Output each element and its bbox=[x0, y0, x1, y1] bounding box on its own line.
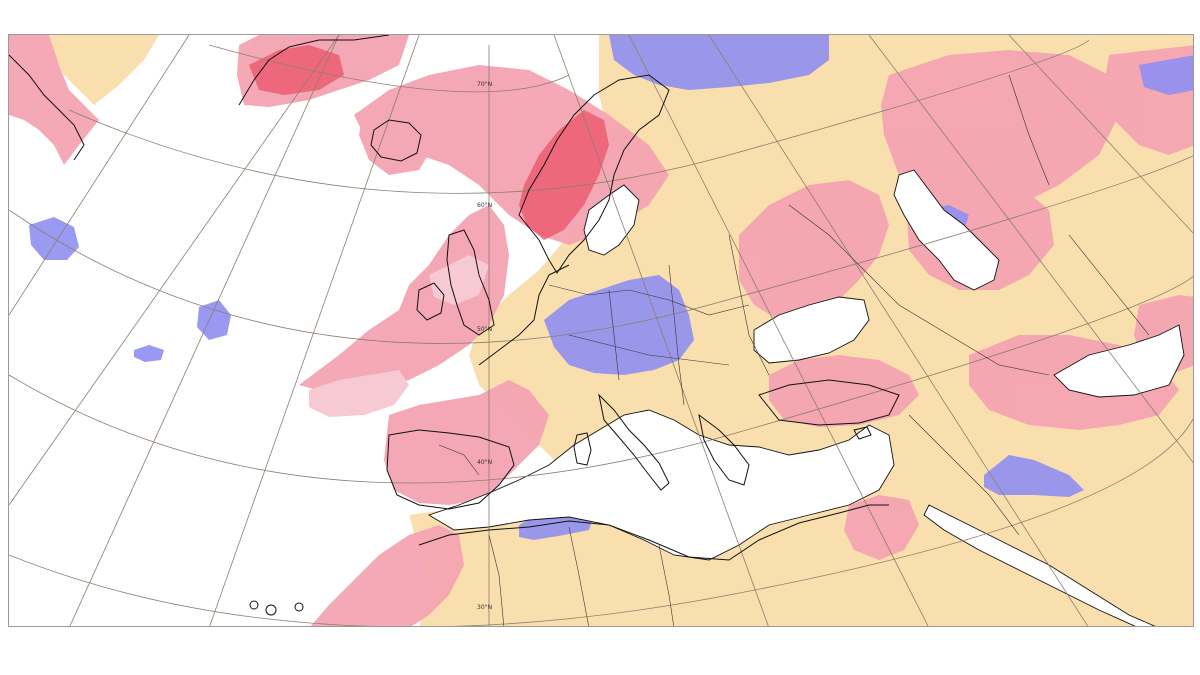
meridian-5 bbox=[553, 35, 769, 626]
border-6 bbox=[788, 204, 900, 306]
persian-gulf bbox=[1053, 324, 1185, 398]
meridian-9 bbox=[1008, 35, 1193, 234]
cool-barents bbox=[609, 35, 829, 90]
black-sea bbox=[753, 296, 870, 364]
warm-norwegian-sea bbox=[354, 65, 669, 245]
cool-atlantic-mid bbox=[197, 300, 231, 340]
cool-arabia bbox=[984, 455, 1084, 497]
anomaly-map: 70°N 60°N 50°N 40°N 30°N bbox=[9, 35, 1193, 626]
warm-red-sea bbox=[844, 495, 919, 560]
border-4 bbox=[668, 264, 685, 406]
meridian-2 bbox=[69, 35, 340, 626]
border-3 bbox=[608, 289, 620, 381]
meridian-7 bbox=[708, 35, 1089, 626]
north-africa-tan bbox=[409, 505, 1126, 626]
warm-light-layer bbox=[309, 255, 489, 417]
border-5 bbox=[728, 234, 770, 376]
coast-cyprus bbox=[853, 426, 872, 440]
warm-atlantic-tongue bbox=[299, 205, 509, 393]
meridian-10 bbox=[9, 35, 340, 506]
border-11 bbox=[658, 544, 675, 626]
coast-iceland bbox=[370, 119, 422, 162]
lat-label-30: 30°N bbox=[477, 604, 492, 611]
border-14 bbox=[438, 444, 480, 476]
lat-arc-60 bbox=[68, 39, 1090, 194]
coast-ireland bbox=[416, 282, 445, 321]
warm-west-africa bbox=[310, 525, 464, 626]
border-10 bbox=[568, 526, 589, 626]
warm-east-europe bbox=[739, 180, 889, 320]
warm-light-mid-atlantic bbox=[429, 255, 489, 305]
coast-italy bbox=[598, 393, 670, 491]
border-2 bbox=[568, 334, 730, 366]
lat-arc-50 bbox=[9, 155, 1193, 344]
greenland-tan bbox=[49, 35, 159, 105]
coast-sardinia bbox=[573, 432, 592, 466]
lat-arc-40 bbox=[9, 276, 1193, 484]
border-8 bbox=[908, 414, 1020, 536]
coast-greenland-west bbox=[9, 54, 85, 161]
border-7 bbox=[898, 304, 1050, 376]
cool-far-east bbox=[1139, 55, 1193, 95]
warm-russia-north bbox=[881, 50, 1119, 210]
coast-great-britain bbox=[446, 229, 495, 336]
mediterranean-sea bbox=[427, 409, 895, 561]
meridian-1 bbox=[9, 35, 190, 316]
coast-canary-1 bbox=[249, 600, 259, 610]
warm-light-atlantic bbox=[309, 370, 409, 417]
coast-canary-2 bbox=[265, 604, 277, 616]
border-9 bbox=[488, 534, 505, 626]
coast-iberia bbox=[386, 429, 515, 510]
meridian-8 bbox=[868, 35, 1193, 464]
latitude-labels: 70°N 60°N 50°N 40°N 30°N bbox=[477, 81, 492, 611]
meridian-3 bbox=[209, 35, 420, 626]
border-1 bbox=[548, 284, 750, 316]
lat-label-40: 40°N bbox=[477, 459, 492, 466]
country-borders bbox=[438, 74, 1150, 626]
warm-greenland-west bbox=[9, 35, 99, 165]
coast-turkey bbox=[758, 379, 900, 426]
lat-label-60: 60°N bbox=[477, 202, 492, 209]
warm-strong-scandinavia bbox=[519, 110, 609, 240]
coast-north-africa bbox=[418, 504, 889, 561]
graticule bbox=[9, 35, 1193, 626]
cool-atlantic-small bbox=[134, 345, 164, 362]
caspian-sea bbox=[893, 169, 1000, 291]
lat-label-70: 70°N bbox=[477, 81, 492, 88]
coast-scandinavia bbox=[518, 74, 670, 274]
warm-turkey bbox=[769, 355, 919, 427]
coastline bbox=[9, 35, 900, 616]
lat-arc-30 bbox=[9, 417, 1193, 626]
cool-central-europe bbox=[544, 275, 694, 375]
map-frame: 70°N 60°N 50°N 40°N 30°N bbox=[8, 34, 1194, 627]
coast-greece bbox=[698, 413, 750, 486]
lat-arc-70 bbox=[208, 44, 570, 93]
coast-greenland-east bbox=[238, 35, 390, 106]
meridian-6 bbox=[628, 35, 929, 626]
warm-iceland bbox=[359, 105, 434, 175]
lat-label-50: 50°N bbox=[477, 326, 492, 333]
border-12 bbox=[1068, 234, 1150, 336]
coast-canary-3 bbox=[294, 602, 304, 612]
coast-west-europe bbox=[478, 264, 570, 366]
border-13 bbox=[1008, 74, 1050, 186]
